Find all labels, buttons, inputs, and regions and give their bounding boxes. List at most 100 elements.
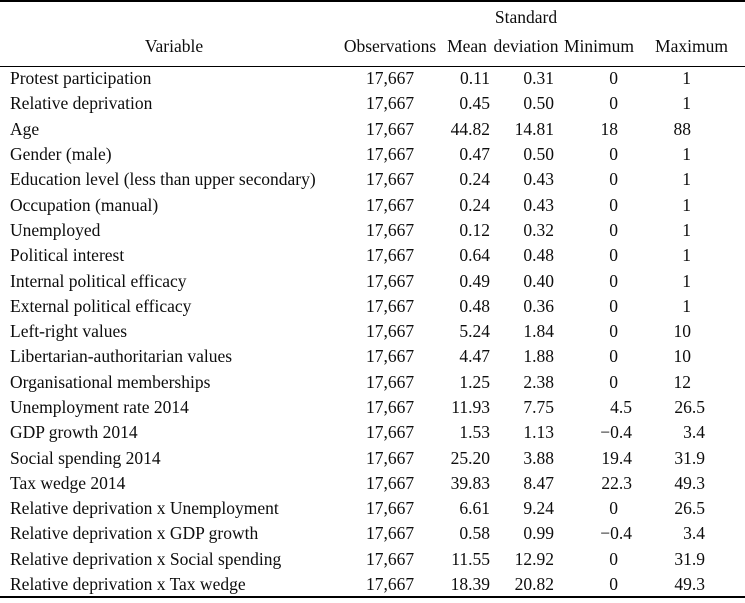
cell-std-deviation: 0.48 — [523, 245, 554, 266]
cell-observations: 17,667 — [365, 447, 415, 468]
cell-std-deviation: 0.31 — [523, 68, 554, 89]
cell-std-deviation: 20.82 — [514, 573, 554, 594]
cell-observations: 17,667 — [365, 118, 415, 139]
cell-mean: 18.39 — [450, 573, 490, 594]
cell-mean: 25.20 — [450, 447, 490, 468]
cell-std-deviation: 0.43 — [523, 169, 554, 190]
cell-observations: 17,667 — [365, 397, 415, 417]
cell-variable: Unemployment rate 2014 — [10, 397, 189, 417]
cell-minimum: 0 — [609, 548, 618, 569]
cell-std-deviation: 7.75 — [523, 397, 554, 417]
cell-mean: 0.48 — [459, 295, 490, 316]
table-body: Protest participation 17,667 0.11 0.31 0… — [0, 66, 745, 597]
cell-mean: 6.61 — [459, 498, 490, 519]
cell-maximum: 1 — [682, 169, 691, 190]
cell-mean: 0.49 — [459, 270, 490, 291]
header-spacer — [442, 1, 492, 28]
cell-mean: 11.55 — [451, 548, 490, 569]
table-row: Political interest 17,667 0.64 0.48 0 1 — [0, 243, 745, 268]
cell-variable: Left-right values — [10, 321, 128, 342]
cell-observations: 17,667 — [365, 93, 415, 114]
table-row: Age 17,667 44.82 14.81 18 88 — [0, 117, 745, 142]
cell-variable: Libertarian-authoritarian values — [10, 346, 233, 367]
cell-std-deviation: 2.38 — [523, 371, 554, 392]
cell-observations: 17,667 — [365, 422, 415, 443]
cell-std-deviation: 0.50 — [523, 93, 554, 114]
table-row: Organisational memberships 17,667 1.25 2… — [0, 370, 745, 395]
cell-minimum: 0 — [609, 371, 618, 392]
cell-variable: GDP growth 2014 — [10, 422, 138, 443]
cell-observations: 17,667 — [365, 68, 415, 89]
cell-maximum: 31.9 — [674, 548, 705, 569]
table-row: Relative deprivation x GDP growth 17,667… — [0, 521, 745, 546]
cell-minimum: 0 — [609, 219, 618, 240]
table-row: Libertarian-authoritarian values 17,667 … — [0, 344, 745, 369]
header-spacer — [560, 1, 638, 28]
cell-variable: Tax wedge 2014 — [10, 472, 126, 493]
table-row: Relative deprivation 17,667 0.45 0.50 0 … — [0, 91, 745, 116]
cell-observations: 17,667 — [365, 295, 415, 316]
cell-minimum: 0 — [609, 295, 618, 316]
cell-observations: 17,667 — [365, 194, 415, 215]
cell-maximum: 1 — [682, 68, 691, 89]
table-row: Education level (less than upper seconda… — [0, 167, 745, 192]
table-row: Relative deprivation x Tax wedge 17,667 … — [0, 572, 745, 597]
cell-maximum: 3.4 — [683, 523, 705, 544]
cell-maximum: 10 — [673, 321, 692, 342]
cell-minimum: 22.3 — [601, 472, 632, 493]
table-row: Social spending 2014 17,667 25.20 3.88 1… — [0, 445, 745, 470]
cell-minimum: −0.4 — [600, 422, 632, 443]
cell-minimum: 0 — [609, 573, 618, 594]
cell-minimum: 0 — [609, 144, 618, 165]
cell-observations: 17,667 — [365, 371, 415, 392]
cell-mean: 11.93 — [451, 397, 490, 417]
cell-minimum: 0 — [609, 270, 618, 291]
cell-std-deviation: 0.99 — [523, 523, 554, 544]
cell-variable: Political interest — [10, 245, 125, 266]
header-std-line1: Standard — [494, 7, 558, 27]
cell-mean: 39.83 — [450, 472, 490, 493]
cell-maximum: 12 — [673, 371, 692, 392]
table-row: Occupation (manual) 17,667 0.24 0.43 0 1 — [0, 192, 745, 217]
cell-mean: 4.47 — [459, 346, 490, 367]
cell-variable: Age — [10, 118, 40, 139]
cell-std-deviation: 1.84 — [523, 321, 554, 342]
cell-minimum: 0 — [609, 346, 618, 367]
cell-std-deviation: 0.50 — [523, 144, 554, 165]
cell-variable: Education level (less than upper seconda… — [10, 169, 316, 190]
cell-variable: External political efficacy — [10, 295, 192, 316]
cell-std-deviation: 9.24 — [523, 498, 554, 519]
header-observations: Observations — [338, 28, 442, 67]
cell-variable: Relative deprivation x Tax wedge — [10, 573, 246, 594]
cell-observations: 17,667 — [365, 523, 415, 544]
cell-mean: 0.45 — [459, 93, 490, 114]
cell-maximum: 26.5 — [674, 397, 705, 417]
cell-maximum: 1 — [682, 93, 691, 114]
cell-mean: 1.53 — [459, 422, 490, 443]
cell-std-deviation: 0.43 — [523, 194, 554, 215]
cell-mean: 0.24 — [459, 194, 490, 215]
cell-minimum: 0 — [609, 93, 618, 114]
header-spacer — [638, 1, 745, 28]
cell-minimum: 0 — [609, 498, 618, 519]
cell-observations: 17,667 — [365, 548, 415, 569]
cell-variable: Relative deprivation x Social spending — [10, 548, 282, 569]
table-row: GDP growth 2014 17,667 1.53 1.13 −0.4 3.… — [0, 420, 745, 445]
cell-observations: 17,667 — [365, 472, 415, 493]
cell-variable: Gender (male) — [10, 144, 112, 165]
cell-variable: Unemployed — [10, 219, 101, 240]
cell-variable: Internal political efficacy — [10, 270, 187, 291]
cell-variable: Relative deprivation x Unemployment — [10, 498, 279, 519]
header-spacer — [338, 1, 442, 28]
cell-minimum: 0 — [609, 194, 618, 215]
header-maximum: Maximum — [638, 28, 745, 67]
table-row: Internal political efficacy 17,667 0.49 … — [0, 268, 745, 293]
cell-minimum: 0 — [609, 68, 618, 89]
cell-std-deviation: 8.47 — [523, 472, 554, 493]
table-row: Relative deprivation x Unemployment 17,6… — [0, 496, 745, 521]
table-row: Tax wedge 2014 17,667 39.83 8.47 22.3 49… — [0, 471, 745, 496]
cell-maximum: 49.3 — [674, 573, 705, 594]
cell-maximum: 26.5 — [674, 498, 705, 519]
table-row: Protest participation 17,667 0.11 0.31 0… — [0, 66, 745, 91]
cell-mean: 0.12 — [459, 219, 490, 240]
